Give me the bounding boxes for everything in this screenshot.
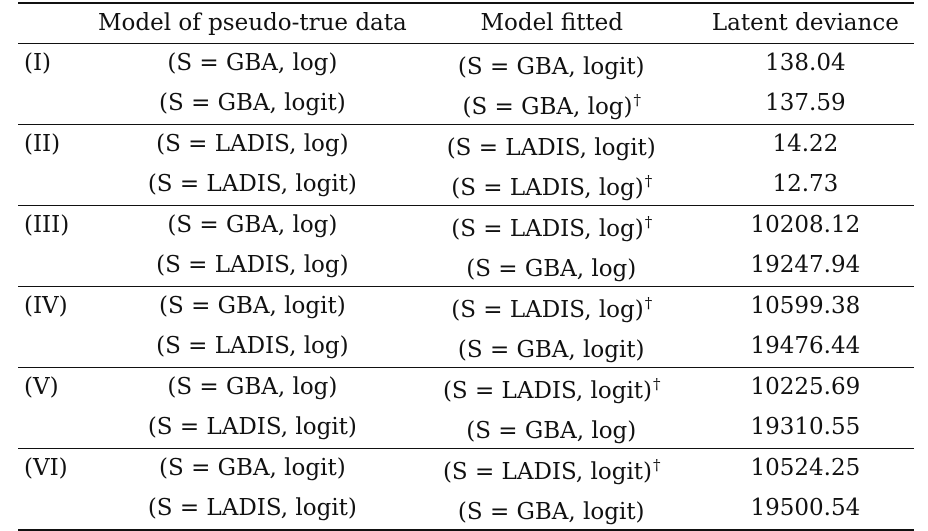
fitted-model-cell: (S = GBA, log) <box>406 245 697 287</box>
table-row: (IV) (S = GBA, logit) (S = LADIS, log)† 105… <box>18 286 914 327</box>
header-deviance: Latent deviance <box>696 3 914 44</box>
fitted-model-text: (S = LADIS, log) <box>451 174 644 201</box>
header-id <box>18 3 98 44</box>
deviance-cell: 12.73 <box>696 164 914 206</box>
table-row: (S = LADIS, log) (S = GBA, log) 19247.94 <box>18 245 914 287</box>
dagger-mark: † <box>644 212 653 231</box>
table-row: (S = LADIS, logit) (S = LADIS, log)† 12.73 <box>18 164 914 206</box>
fitted-model-cell: (S = LADIS, logit) <box>407 124 697 165</box>
fitted-model-cell: (S = GBA, logit) <box>406 326 697 368</box>
header-true-model: Model of pseudo-true data <box>98 3 407 44</box>
fitted-model-cell: (S = GBA, log)† <box>406 83 697 125</box>
row-group: (III) (S = GBA, log) (S = LADIS, log)† 1020… <box>18 205 914 287</box>
fitted-model-text: (S = GBA, log) <box>462 93 633 120</box>
table-row: (I) (S = GBA, log) (S = GBA, logit) 138.04 <box>18 43 914 84</box>
deviance-cell: 10225.69 <box>750 374 861 400</box>
fitted-model-text: (S = GBA, logit) <box>457 53 645 80</box>
row-id <box>18 164 98 206</box>
table-row: (S = GBA, logit) (S = GBA, log)† 137.59 <box>18 83 914 125</box>
dagger-mark: † <box>644 293 653 312</box>
row-id <box>18 407 98 449</box>
row-group: (VI) (S = GBA, logit) (S = LADIS, logit)† 1… <box>18 448 914 531</box>
fitted-model-cell: (S = LADIS, logit)† <box>407 448 697 489</box>
true-model-cell: (S = LADIS, log) <box>98 245 407 287</box>
fitted-model-text: (S = GBA, logit) <box>457 498 645 525</box>
deviance-cell: 10599.38 <box>750 293 861 319</box>
true-model-cell: (S = GBA, log) <box>167 374 338 400</box>
header-fitted-model: Model fitted <box>406 3 697 44</box>
table-row: (V) (S = GBA, log) (S = LADIS, logit)† 1022… <box>18 367 914 408</box>
fitted-model-cell: (S = LADIS, log)† <box>407 286 697 327</box>
true-model-cell: (S = GBA, log) <box>167 212 338 238</box>
table-row: (S = LADIS, logit) (S = GBA, log) 19310.55 <box>18 407 914 449</box>
row-id <box>18 488 98 531</box>
table-row: (II) (S = LADIS, log) (S = LADIS, logit) 14… <box>18 124 914 165</box>
fitted-model-text: (S = GBA, log) <box>466 255 637 282</box>
deviance-cell: 19247.94 <box>696 245 914 287</box>
table-row: (S = LADIS, logit) (S = GBA, logit) 19500.… <box>18 488 914 531</box>
row-id: (IV) <box>24 293 68 319</box>
fitted-model-cell: (S = LADIS, log)† <box>407 205 697 246</box>
header-row: Model of pseudo-true data Model fitted L… <box>18 3 914 44</box>
true-model-cell: (S = LADIS, logit) <box>98 488 407 531</box>
dagger-mark: † <box>644 171 653 190</box>
fitted-model-cell: (S = LADIS, log)† <box>406 164 697 206</box>
true-model-cell: (S = GBA, logit) <box>159 293 346 319</box>
row-group: (V) (S = GBA, log) (S = LADIS, logit)† 1022… <box>18 367 914 449</box>
row-group: (II) (S = LADIS, log) (S = LADIS, logit) 14… <box>18 124 914 206</box>
table-row: (VI) (S = GBA, logit) (S = LADIS, logit)† 1… <box>18 448 914 489</box>
row-group: (IV) (S = GBA, logit) (S = LADIS, log)† 105… <box>18 286 914 368</box>
true-model-cell: (S = LADIS, log) <box>156 131 349 157</box>
row-id <box>18 83 98 125</box>
dagger-mark: † <box>633 90 642 109</box>
true-model-cell: (S = GBA, logit) <box>159 455 346 481</box>
deviance-cell: 137.59 <box>696 83 914 125</box>
fitted-model-cell: (S = LADIS, logit)† <box>407 367 697 408</box>
true-model-cell: (S = GBA, logit) <box>98 83 407 125</box>
fitted-model-cell: (S = GBA, logit) <box>407 43 697 84</box>
deviance-cell: 14.22 <box>772 131 839 157</box>
fitted-model-text: (S = GBA, log) <box>466 417 637 444</box>
true-model-cell: (S = GBA, log) <box>167 50 338 76</box>
fitted-model-text: (S = LADIS, logit) <box>442 377 653 404</box>
row-id: (II) <box>24 131 61 157</box>
dagger-mark: † <box>653 455 661 474</box>
deviance-cell: 138.04 <box>765 50 846 76</box>
fitted-model-text: (S = LADIS, log) <box>451 296 644 323</box>
true-model-cell: (S = LADIS, logit) <box>98 407 407 449</box>
fitted-model-text: (S = LADIS, logit) <box>446 134 656 161</box>
row-group: (I) (S = GBA, log) (S = GBA, logit) 138.04(… <box>18 43 914 125</box>
deviance-cell: 19476.44 <box>696 326 914 368</box>
row-id: (V) <box>24 374 59 400</box>
table-row: (S = LADIS, log) (S = GBA, logit) 19476.44 <box>18 326 914 368</box>
row-id: (I) <box>24 50 52 76</box>
deviance-cell: 19310.55 <box>696 407 914 449</box>
fitted-model-cell: (S = GBA, logit) <box>406 488 697 531</box>
fitted-model-cell: (S = GBA, log) <box>406 407 697 449</box>
row-id <box>18 245 98 287</box>
true-model-cell: (S = LADIS, log) <box>98 326 407 368</box>
true-model-cell: (S = LADIS, logit) <box>98 164 407 206</box>
deviance-cell: 19500.54 <box>696 488 914 531</box>
table-row: (III) (S = GBA, log) (S = LADIS, log)† 1020… <box>18 205 914 246</box>
page: Model of pseudo-true data Model fitted L… <box>18 2 914 531</box>
fitted-model-text: (S = LADIS, logit) <box>442 458 653 485</box>
deviance-table: Model of pseudo-true data Model fitted L… <box>18 2 914 531</box>
dagger-mark: † <box>653 374 661 393</box>
fitted-model-text: (S = GBA, logit) <box>457 336 645 363</box>
row-id: (VI) <box>24 455 68 481</box>
row-id: (III) <box>24 212 70 238</box>
row-id <box>18 326 98 368</box>
table-header: Model of pseudo-true data Model fitted L… <box>18 3 914 44</box>
deviance-cell: 10524.25 <box>750 455 861 481</box>
deviance-cell: 10208.12 <box>750 212 861 238</box>
fitted-model-text: (S = LADIS, log) <box>451 215 644 242</box>
